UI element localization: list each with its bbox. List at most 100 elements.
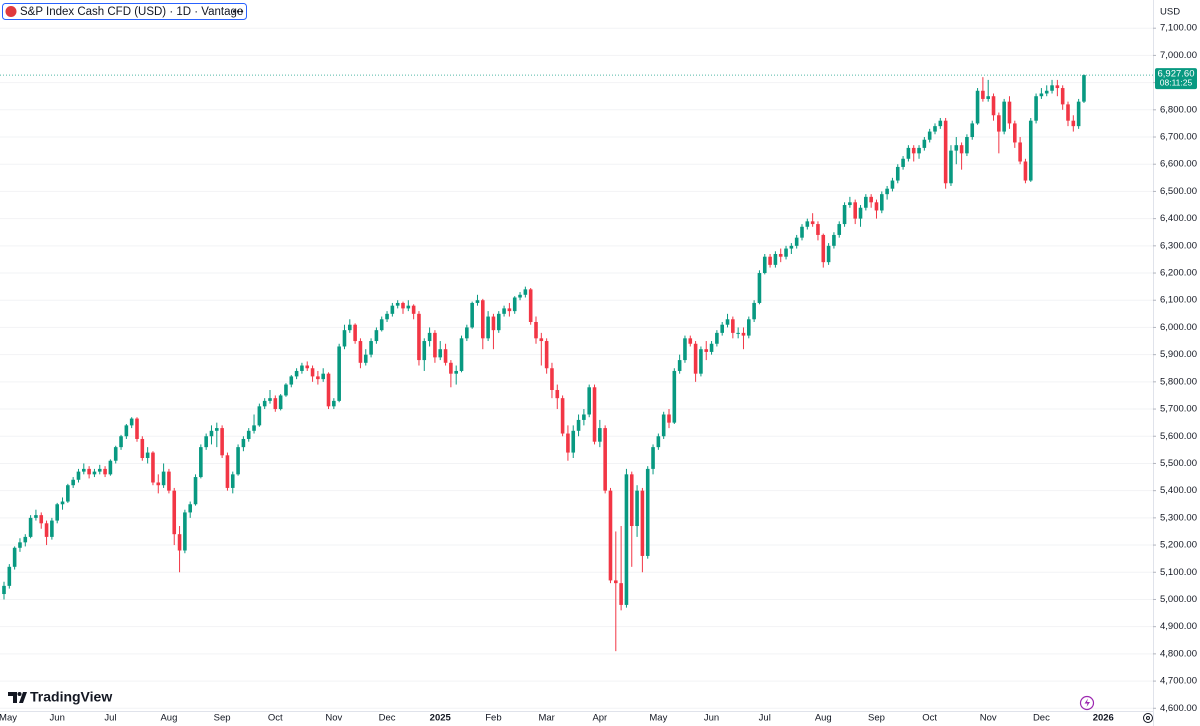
candle[interactable] [427,327,432,347]
candle[interactable] [699,346,703,377]
candle[interactable] [369,338,373,358]
candle[interactable] [337,343,341,403]
candle[interactable] [587,384,591,418]
candle[interactable] [672,368,677,425]
candle[interactable] [177,526,182,573]
candle[interactable] [1066,101,1070,127]
candle[interactable] [507,302,512,317]
candle[interactable] [257,403,262,427]
candle[interactable] [374,327,379,344]
candle[interactable] [28,515,33,539]
candle[interactable] [853,199,857,225]
candle[interactable] [50,517,54,540]
candle[interactable] [709,341,714,355]
candle[interactable] [1034,93,1038,124]
candle[interactable] [44,520,49,546]
candle[interactable] [454,365,458,385]
candle[interactable] [970,120,975,140]
candle[interactable] [752,300,756,322]
candle[interactable] [778,248,783,263]
candle[interactable] [784,245,788,260]
candle[interactable] [262,398,267,410]
candle[interactable] [161,463,166,488]
candle[interactable] [300,362,304,374]
candle[interactable] [379,316,384,332]
candle[interactable] [794,234,799,249]
candle[interactable] [911,145,916,162]
candle[interactable] [981,77,985,102]
candle[interactable] [273,395,278,412]
candle[interactable] [172,487,177,546]
candle[interactable] [837,221,842,238]
candle[interactable] [1055,79,1060,97]
candle[interactable] [12,546,17,570]
candle[interactable] [305,361,310,371]
candle[interactable] [651,444,655,475]
candle[interactable] [512,296,517,314]
candle[interactable] [1013,120,1017,148]
candle[interactable] [23,534,28,547]
candle[interactable] [459,335,464,373]
candle[interactable] [555,384,560,410]
candle[interactable] [949,145,953,186]
candle[interactable] [2,581,6,600]
candle[interactable] [810,213,815,227]
candle[interactable] [880,191,884,214]
candle[interactable] [736,327,740,339]
candle[interactable] [422,338,427,371]
candle[interactable] [874,199,879,219]
candle[interactable] [1082,74,1086,104]
candle[interactable] [135,417,139,442]
candle[interactable] [938,117,943,129]
candle[interactable] [1071,115,1076,132]
candle[interactable] [550,362,554,399]
candle[interactable] [720,321,724,336]
candle[interactable] [145,447,150,464]
candle[interactable] [199,444,203,479]
candle[interactable] [470,301,474,329]
candle[interactable] [475,294,480,306]
candle[interactable] [353,323,357,344]
candle[interactable] [576,414,581,437]
candle[interactable] [927,128,932,143]
candle[interactable] [539,332,544,366]
candle[interactable] [332,398,336,410]
candle[interactable] [66,483,70,503]
candle[interactable] [129,417,134,429]
candle[interactable] [225,452,230,491]
candle[interactable] [704,341,709,361]
candle[interactable] [614,531,618,652]
candle[interactable] [864,194,868,211]
lightning-button[interactable] [1079,695,1095,711]
candle[interactable] [289,375,294,388]
candle[interactable] [167,468,171,494]
candle[interactable] [310,365,315,382]
candle[interactable] [193,474,198,506]
candle[interactable] [433,330,437,363]
candle[interactable] [417,311,421,366]
candle[interactable] [688,335,693,347]
candle[interactable] [183,509,187,554]
candle[interactable] [747,316,751,339]
candle[interactable] [113,445,118,464]
candle[interactable] [954,137,959,165]
candle[interactable] [252,414,256,434]
candle[interactable] [358,338,363,369]
candle[interactable] [278,394,283,411]
candle[interactable] [619,526,623,611]
candle[interactable] [715,330,719,347]
candle[interactable] [71,477,75,488]
candle[interactable] [215,422,219,448]
candle[interactable] [943,117,948,189]
candle[interactable] [438,341,443,361]
candle[interactable] [1018,137,1022,165]
candle[interactable] [395,300,400,309]
candle[interactable] [725,313,730,328]
candle[interactable] [1023,158,1028,184]
candle[interactable] [1044,85,1049,97]
candle[interactable] [385,311,389,322]
candle[interactable] [603,425,607,494]
candle[interactable] [348,319,352,333]
candle[interactable] [848,196,852,208]
candle[interactable] [1002,98,1006,135]
